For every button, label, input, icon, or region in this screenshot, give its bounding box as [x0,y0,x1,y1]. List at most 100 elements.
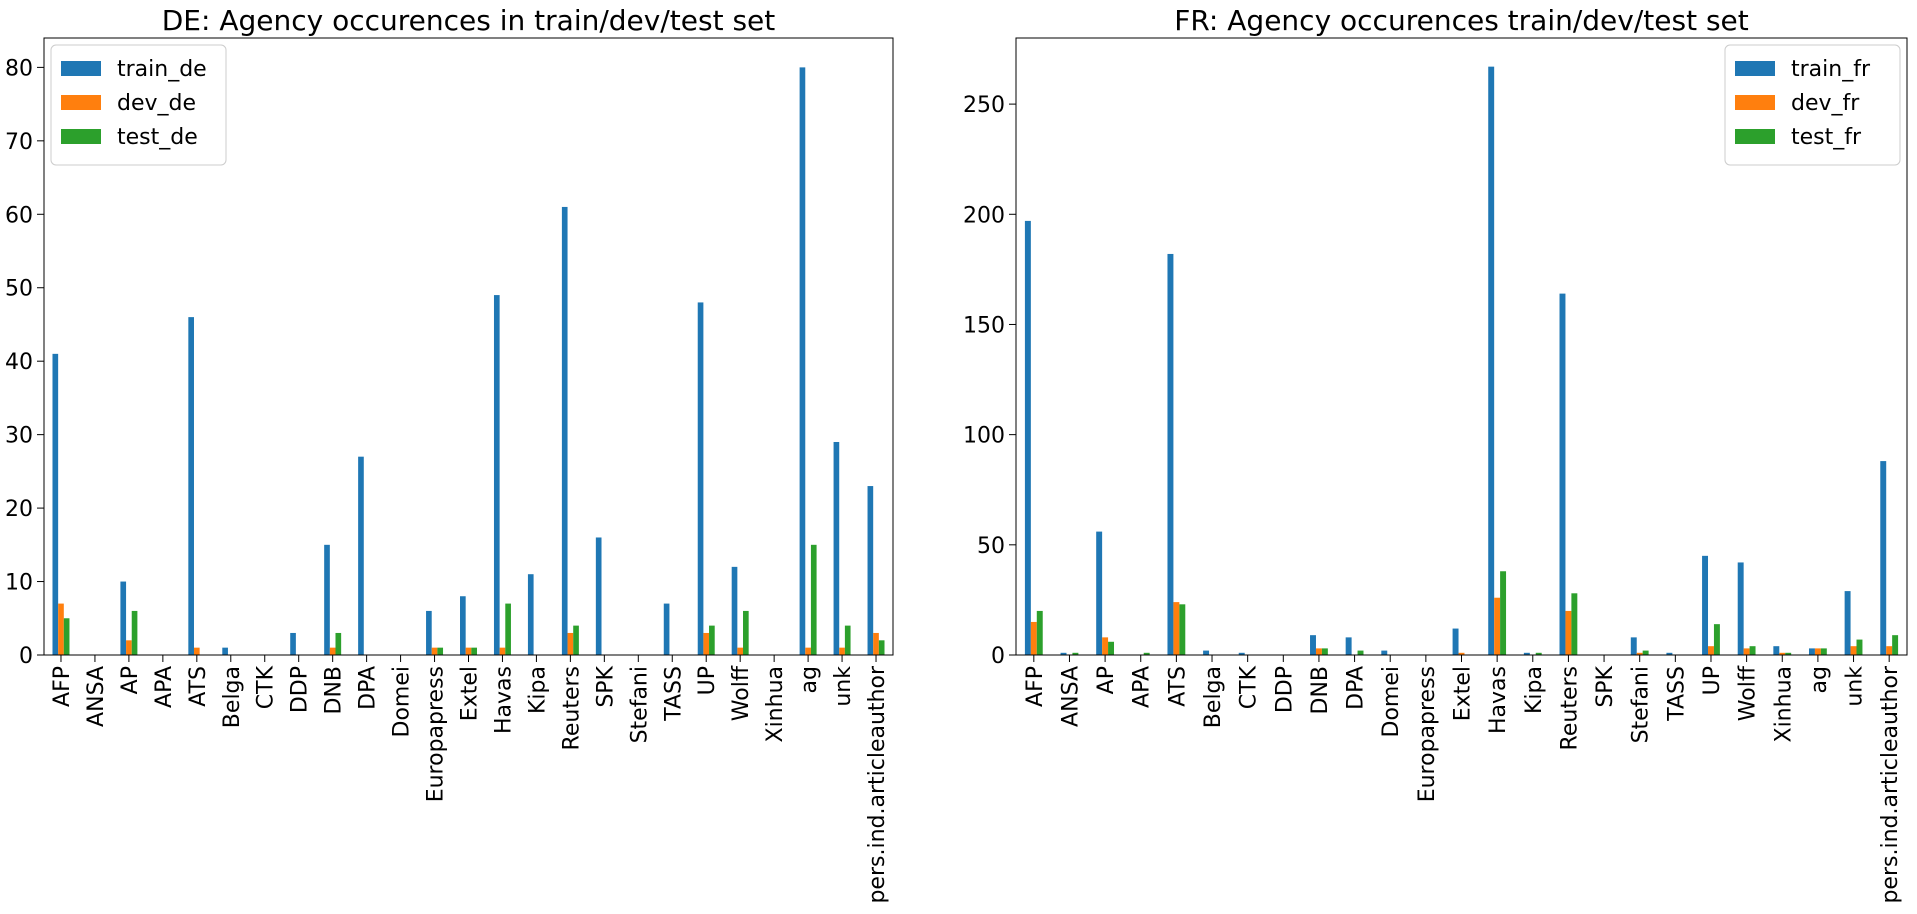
bar-dev_fr-DNB [1315,648,1322,655]
bar-train_de-DPA [358,456,364,655]
bar-dev_fr-Reuters [1565,610,1572,655]
legend-swatch-test_de [61,129,101,144]
bar-train_de-AFP [52,353,59,655]
x-tick-label: TASS [661,666,686,722]
bar-test_fr-ANSA [1072,652,1079,655]
x-tick-label: DPA [356,666,381,710]
bar-dev_fr-Xinhua [1779,652,1786,655]
bar-train_de-DDP [290,632,296,655]
x-tick-label: Extel [458,666,483,721]
x-tick-label: Havas [491,666,516,734]
bar-train_de-ATS [188,317,194,655]
bar-test_de-Europapress [437,647,444,655]
bar-train_de-unk [833,441,840,655]
x-tick-label: ATS [186,666,211,707]
bar-train_de-Havas [493,295,500,655]
y-tick-label: 0 [991,644,1005,669]
bar-train_fr-Kipa [1523,652,1530,655]
y-tick-label: 200 [963,203,1005,228]
chart-title: FR: Agency occurences train/dev/test set [1174,4,1749,37]
bar-train_fr-Extel [1452,628,1459,655]
bar-test_de-Extel [471,647,477,655]
bar-dev_de-AP [126,640,132,655]
y-tick-label: 250 [963,93,1005,118]
x-tick-label: SPK [1593,665,1618,707]
x-tick-label: Belga [1201,666,1226,728]
x-tick-label: DPA [1344,666,1369,710]
x-tick-label: UP [1700,666,1725,695]
y-tick-label: 80 [5,56,33,81]
bar-train_de-TASS [663,603,670,655]
x-tick-label: ANSA [84,666,109,727]
bar-test_fr-Xinhua [1785,652,1792,655]
x-tick-label: UP [695,666,720,695]
legend-swatch-train_fr [1735,61,1775,76]
y-tick-label: 150 [963,313,1005,338]
x-tick-label: Kipa [1522,666,1547,714]
legend-label: dev_de [117,91,196,116]
bar-test_de-pers.ind.articleauthor [878,640,885,655]
x-tick-label: AP [1094,666,1119,694]
x-tick-label: DNB [322,666,347,715]
bar-dev_de-Reuters [567,632,574,655]
bar-dev_fr-UP [1708,646,1714,655]
chart-title: DE: Agency occurences in train/dev/test … [162,4,776,37]
x-tick-label: Kipa [525,666,550,714]
bar-train_de-Reuters [561,206,568,655]
x-tick-label: AFP [1023,666,1048,707]
bar-dev_fr-ag [1814,648,1821,655]
bar-test_de-Havas [505,603,511,655]
legend-label: dev_fr [1791,91,1860,116]
bar-test_de-ag [810,544,817,655]
y-tick-label: 50 [977,534,1005,559]
y-tick-label: 40 [5,350,33,375]
x-tick-label: Xinhua [1771,666,1796,743]
x-tick-label: APA [152,666,177,708]
x-tick-label: Extel [1451,666,1476,721]
bar-test_fr-Reuters [1571,593,1578,655]
bar-train_de-DNB [324,544,330,655]
bar-dev_de-Extel [465,647,472,655]
bar-dev_de-Havas [499,647,506,655]
legend-label: test_fr [1791,125,1862,150]
x-tick-label: Stefani [1629,666,1654,743]
legend-label: train_fr [1791,57,1871,82]
bar-test_fr-unk [1856,639,1863,655]
x-tick-label: Wolff [1736,665,1761,721]
bar-dev_de-unk [839,647,845,655]
bar-dev_de-pers.ind.articleauthor [873,632,879,655]
bar-test_fr-AP [1108,641,1115,655]
bar-test_fr-DPA [1357,650,1364,655]
bar-dev_fr-Wolff [1743,648,1750,655]
bar-test_de-AFP [63,618,70,655]
bar-test_fr-UP [1713,624,1720,655]
x-tick-label: Europapress [424,666,449,802]
bar-train_de-Kipa [527,574,534,655]
bar-test_fr-APA [1143,652,1150,655]
x-tick-label: pers.ind.articleauthor [1878,665,1903,903]
bar-dev_de-DNB [329,647,336,655]
bar-train_fr-ag [1808,648,1815,655]
x-tick-label: DDP [1272,666,1297,713]
bar-train_fr-Domei [1381,650,1388,655]
x-tick-label: Wolff [729,665,754,721]
x-tick-label: pers.ind.articleauthor [865,665,890,903]
bar-train_de-ag [799,67,806,655]
x-tick-label: AFP [50,666,75,707]
bar-dev_de-Wolff [737,647,744,655]
bar-dev_fr-Havas [1494,597,1501,655]
bar-train_fr-unk [1844,591,1851,655]
bar-test_fr-pers.ind.articleauthor [1892,635,1899,655]
bar-train_fr-CTK [1238,652,1245,655]
bar-train_fr-TASS [1666,652,1673,655]
legend-label: test_de [117,125,198,150]
legend-label: train_de [117,57,207,82]
bar-dev_de-ag [805,647,811,655]
x-tick-label: Belga [220,666,245,728]
legend-swatch-dev_fr [1735,95,1775,110]
bar-test_de-DNB [335,632,342,655]
x-tick-label: Stefani [627,666,652,743]
bar-test_fr-ATS [1179,604,1186,655]
legend-swatch-test_fr [1735,129,1775,144]
bar-dev_fr-pers.ind.articleauthor [1886,646,1893,655]
